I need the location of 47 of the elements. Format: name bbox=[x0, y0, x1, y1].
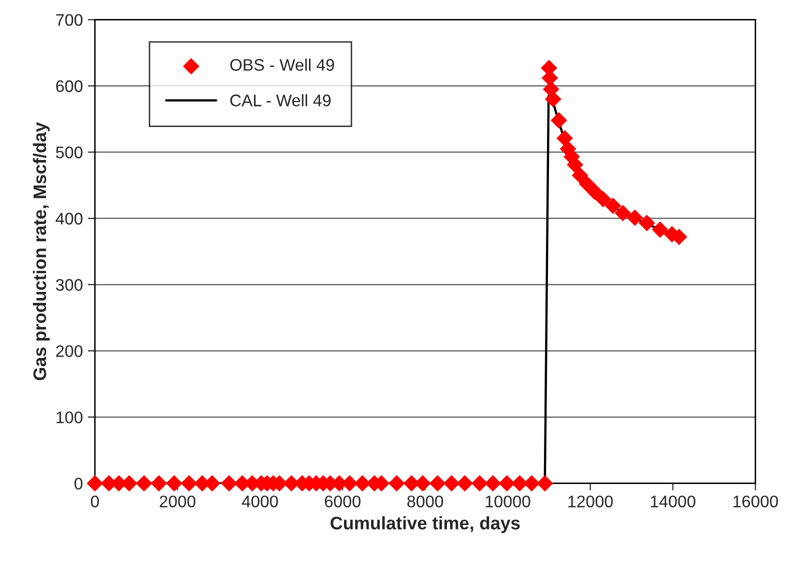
point bbox=[572, 167, 588, 184]
x-tick-label: 0 bbox=[90, 496, 99, 508]
y-tick-label: 400 bbox=[56, 212, 82, 225]
point bbox=[652, 221, 668, 238]
x-tick-label: 8000 bbox=[407, 496, 444, 508]
legend-label: CAL - Well 49 bbox=[230, 94, 331, 106]
point bbox=[626, 210, 644, 226]
y-tick-label: 0 bbox=[74, 478, 82, 490]
point bbox=[150, 475, 168, 492]
y-tick-label: 600 bbox=[56, 80, 82, 92]
point bbox=[578, 176, 596, 192]
point bbox=[220, 475, 238, 492]
x-tick-label: 12000 bbox=[568, 496, 613, 508]
y-tick-label: 300 bbox=[56, 279, 82, 291]
y-tick-label: 700 bbox=[56, 14, 82, 26]
point bbox=[550, 112, 568, 129]
y-tick-label: 100 bbox=[56, 411, 82, 424]
point bbox=[388, 475, 405, 492]
point bbox=[456, 475, 474, 492]
x-tick-label: 2000 bbox=[160, 496, 196, 508]
x-axis-title: Cumulative time, days bbox=[330, 516, 520, 534]
y-tick-label: 500 bbox=[56, 146, 82, 158]
point bbox=[556, 130, 573, 146]
point bbox=[166, 475, 182, 492]
point bbox=[638, 214, 656, 232]
point bbox=[594, 190, 612, 208]
point bbox=[180, 475, 198, 492]
point bbox=[484, 475, 502, 492]
point bbox=[429, 475, 446, 492]
point bbox=[536, 475, 554, 492]
x-tick-label: 10000 bbox=[486, 496, 530, 508]
point bbox=[471, 475, 488, 492]
point bbox=[136, 475, 152, 492]
y-tick-label: 200 bbox=[56, 345, 82, 358]
x-tick-label: 16000 bbox=[734, 496, 778, 508]
x-tick-label: 14000 bbox=[650, 496, 696, 508]
point bbox=[614, 204, 632, 222]
point bbox=[586, 184, 604, 200]
point bbox=[498, 475, 516, 492]
point bbox=[443, 475, 460, 492]
point bbox=[604, 198, 622, 214]
point bbox=[511, 475, 528, 492]
legend-label: OBS - Well 49 bbox=[230, 58, 334, 71]
x-tick-label: 4000 bbox=[242, 496, 278, 508]
x-tick-label: 6000 bbox=[324, 496, 360, 508]
point bbox=[86, 475, 104, 492]
y-axis-title: Gas production rate, Mscf/day bbox=[32, 122, 50, 380]
